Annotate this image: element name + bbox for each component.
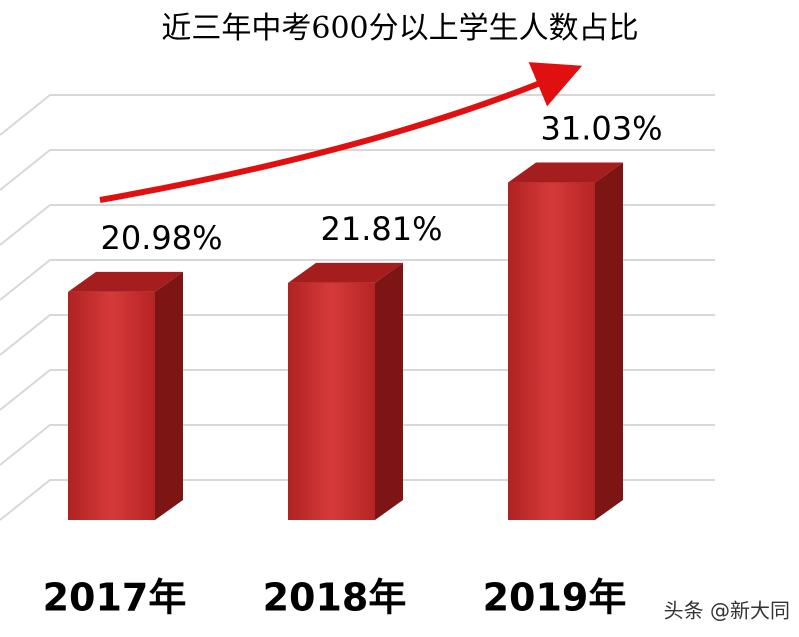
grid-line [0,314,715,356]
bar-top [508,162,623,183]
bar-front [68,291,155,520]
watermark: 头条 @新大同 [664,599,790,623]
grid-line [0,259,715,301]
bar-top [288,262,403,283]
bar [508,162,623,520]
bar-front [288,282,375,520]
bar-side [375,262,403,520]
trend-arrow [99,62,583,203]
bar [288,262,403,520]
bar-top [68,271,183,292]
grid-line [0,369,715,411]
value-label: 20.98% [100,219,222,257]
x-tick-label: 2018年 [263,576,407,620]
value-label: 31.03% [540,110,662,148]
bar-side [155,271,183,520]
chart-title: 近三年中考600分以上学生人数占比 [161,11,638,46]
value-label: 21.81% [320,210,442,248]
grid-line [0,479,715,521]
grid-line [0,424,715,466]
grid-line [0,94,715,136]
bar [68,271,183,520]
x-tick-label: 2019年 [483,576,627,620]
grid-line [0,204,715,246]
grid-line [0,149,715,191]
bar-front [508,182,595,520]
x-tick-label: 2017年 [43,576,187,620]
bar-side [595,162,623,520]
grid [0,94,715,521]
